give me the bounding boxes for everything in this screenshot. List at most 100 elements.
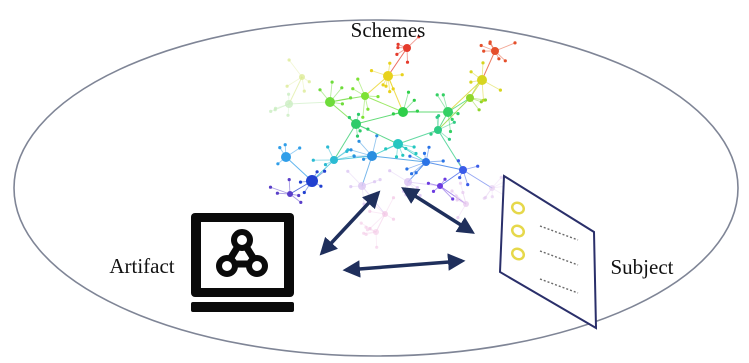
network-leaf-node (278, 146, 282, 150)
network-leaf-node (297, 193, 301, 198)
network-leaf-node (298, 146, 302, 150)
network-leaf-node (381, 83, 385, 87)
network-leaf-node (391, 217, 396, 221)
network-leaf-node (349, 96, 353, 100)
schemes-label: Schemes (351, 18, 426, 42)
network-leaf-node (456, 216, 460, 220)
network-leaf-node (340, 102, 344, 106)
network-leaf-node (362, 157, 366, 161)
network-leaf-node (466, 183, 470, 187)
network-edge (439, 169, 464, 187)
network-leaf-node (395, 52, 399, 57)
network-edge (437, 97, 471, 131)
network-hub-node (285, 100, 293, 108)
network-leaf-node (268, 185, 273, 189)
network-hub-node (330, 156, 338, 164)
network-leaf-node (452, 120, 456, 124)
network-hub-node (404, 178, 412, 186)
network-hub-node (403, 44, 411, 52)
network-hub-node (491, 47, 499, 55)
network-leaf-node (448, 129, 453, 134)
network-leaf-node (503, 59, 507, 63)
network-hub-node (281, 152, 291, 162)
network-leaf-node (378, 178, 382, 182)
network-leaf-node (455, 198, 459, 202)
network-leaf-node (469, 80, 473, 84)
network-leaf-node (351, 87, 355, 91)
network-leaf-node (488, 40, 492, 44)
arrow-artifact-subject (342, 253, 466, 278)
network-leaf-node (326, 145, 330, 149)
network-leaf-node (361, 115, 365, 119)
network-leaf-node (415, 109, 419, 113)
network-leaf-node (319, 184, 323, 188)
network-hub-node (434, 126, 442, 134)
network-leaf-node (414, 151, 418, 156)
network-leaf-node (302, 89, 306, 93)
network-leaf-node (497, 57, 501, 61)
network-leaf-node (429, 132, 433, 136)
network-leaf-node (498, 88, 502, 92)
network-leaf-node (396, 46, 400, 50)
network-edge (425, 161, 464, 171)
network-hub-node (383, 71, 393, 81)
network-leaf-node (405, 167, 409, 171)
network-leaf-node (357, 139, 361, 143)
network-leaf-node (490, 195, 494, 199)
network-leaf-node (287, 92, 291, 96)
network-leaf-node (426, 181, 430, 185)
network-edge (384, 197, 394, 215)
arrow-artifact-schemes (319, 190, 381, 256)
network-leaf-node (396, 42, 400, 47)
network-hub-node (466, 94, 474, 102)
network-leaf-node (287, 58, 291, 62)
network-leaf-node (373, 180, 377, 184)
schemes-network-graph (268, 35, 517, 249)
network-edge (333, 123, 357, 161)
network-leaf-node (285, 84, 289, 88)
network-leaf-node (483, 98, 487, 102)
network-leaf-node (406, 90, 411, 94)
network-leaf-node (388, 90, 392, 94)
network-leaf-node (358, 129, 362, 133)
network-leaf-node (476, 164, 480, 168)
network-leaf-node (373, 203, 377, 208)
network-leaf-node (369, 69, 374, 73)
network-leaf-node (362, 231, 366, 235)
network-leaf-node (477, 108, 481, 112)
network-leaf-node (454, 194, 458, 198)
network-leaf-node (366, 127, 370, 131)
network-hub-node (422, 158, 430, 166)
network-leaf-node (287, 178, 291, 182)
network-leaf-node (276, 162, 280, 166)
network-leaf-node (375, 134, 379, 138)
network-leaf-node (391, 112, 395, 116)
network-leaf-node (422, 151, 427, 155)
network-leaf-node (347, 115, 351, 120)
network-leaf-node (388, 169, 392, 173)
network-edge (437, 129, 464, 171)
network-leaf-node (275, 191, 279, 195)
network-leaf-node (441, 93, 445, 97)
network-edge (288, 101, 331, 105)
network-hub-node (393, 139, 403, 149)
network-leaf-node (366, 107, 370, 111)
network-leaf-node (479, 100, 483, 104)
network-edge (407, 181, 441, 187)
network-leaf-node (273, 106, 278, 110)
network-leaf-node (352, 154, 356, 158)
network-leaf-node (412, 145, 416, 149)
questionnaire-sheet-icon (498, 174, 598, 330)
network-hub-node (382, 211, 388, 217)
network-leaf-node (318, 88, 322, 92)
network-leaf-node (286, 113, 290, 117)
network-hub-node (443, 107, 453, 117)
network-edge (333, 155, 373, 161)
network-hub-node (463, 201, 469, 207)
network-edge (387, 47, 408, 77)
network-leaf-node (349, 185, 353, 189)
network-leaf-node (458, 181, 463, 185)
arrow-schemes-subject (401, 187, 475, 234)
network-leaf-node (298, 180, 303, 184)
